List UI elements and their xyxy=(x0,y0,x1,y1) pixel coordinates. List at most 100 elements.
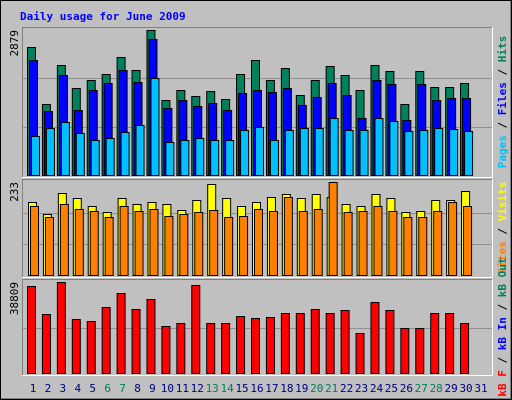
bar xyxy=(403,217,413,276)
bar xyxy=(116,293,126,374)
bar xyxy=(358,211,368,276)
bar xyxy=(254,209,263,276)
bar xyxy=(284,130,294,176)
bar xyxy=(206,323,216,374)
bar xyxy=(445,313,455,374)
bar xyxy=(448,202,458,276)
bar xyxy=(255,127,264,176)
bar xyxy=(268,211,278,276)
bar xyxy=(191,285,201,374)
x-tick-label: 31 xyxy=(474,382,487,395)
bar xyxy=(75,133,85,176)
bar xyxy=(240,130,250,176)
x-tick-label: 4 xyxy=(74,382,81,395)
bar xyxy=(176,323,186,374)
x-tick-label: 1 xyxy=(30,382,37,395)
bar xyxy=(135,125,145,176)
x-tick-label: 25 xyxy=(385,382,398,395)
bar xyxy=(314,128,324,176)
bar xyxy=(385,310,395,374)
bar xyxy=(373,206,383,276)
x-tick-label: 9 xyxy=(149,382,156,395)
legend-item: kB F xyxy=(496,370,509,397)
bar xyxy=(165,142,175,176)
bar xyxy=(449,129,459,176)
bar xyxy=(239,216,249,276)
x-tick-label: 19 xyxy=(295,382,308,395)
x-tick-label: 24 xyxy=(370,382,384,395)
y-tick-label: 233 xyxy=(8,182,21,202)
bar xyxy=(104,217,114,276)
bar xyxy=(434,128,444,176)
legend-item: Files xyxy=(496,82,509,115)
bar xyxy=(179,214,189,276)
bar xyxy=(313,209,323,276)
x-tick-label: 11 xyxy=(176,382,189,395)
x-tick-label: 26 xyxy=(400,382,413,395)
bar xyxy=(355,333,365,374)
bar xyxy=(161,326,171,374)
x-tick-label: 12 xyxy=(191,382,204,395)
bar xyxy=(146,299,156,374)
x-tick-label: 5 xyxy=(89,382,96,395)
x-tick-label: 17 xyxy=(265,382,278,395)
x-tick-label: 13 xyxy=(206,382,219,395)
x-tick-label: 29 xyxy=(445,382,458,395)
bar xyxy=(236,316,246,374)
bar xyxy=(464,131,474,176)
bar xyxy=(283,197,293,276)
y-tick-label: 2879 xyxy=(8,30,21,57)
legend-item: kB In xyxy=(496,317,509,350)
x-tick-label: 18 xyxy=(280,382,293,395)
bar xyxy=(101,307,111,374)
x-tick-label: 16 xyxy=(250,382,263,395)
legend: Sites / Visits xyxy=(496,182,509,275)
x-tick-label: 10 xyxy=(161,382,174,395)
x-tick-label: 8 xyxy=(134,382,141,395)
bar xyxy=(388,211,398,276)
bar xyxy=(370,302,380,374)
legend-item: Hits xyxy=(496,36,509,63)
bar xyxy=(119,206,129,276)
bar xyxy=(180,140,190,176)
chart-title: Daily usage for June 2009 xyxy=(20,10,186,23)
legend-item: Visits xyxy=(496,182,509,222)
bar xyxy=(295,313,305,374)
x-tick-label: 14 xyxy=(221,382,235,395)
bar xyxy=(298,211,308,276)
x-tick-label: 7 xyxy=(119,382,126,395)
bar xyxy=(59,204,69,276)
bar xyxy=(149,209,159,276)
bar xyxy=(460,323,470,374)
bar xyxy=(105,138,115,176)
bar xyxy=(45,128,55,176)
legend-separator: / xyxy=(496,115,509,135)
bar xyxy=(221,323,231,374)
x-tick-label: 15 xyxy=(235,382,248,395)
bar xyxy=(150,78,160,176)
bar xyxy=(325,313,335,374)
bar xyxy=(433,211,443,276)
bar xyxy=(194,212,204,276)
bar xyxy=(404,131,414,176)
bar xyxy=(131,309,141,374)
bar xyxy=(31,136,40,176)
legend-separator: / xyxy=(496,62,509,82)
legend-item: kB Out xyxy=(496,257,509,297)
bar xyxy=(280,313,290,374)
bar xyxy=(224,217,234,276)
x-tick-label: 20 xyxy=(310,382,323,395)
bar xyxy=(27,286,36,374)
bar xyxy=(89,211,99,276)
bar xyxy=(134,211,144,276)
bar xyxy=(86,321,96,374)
x-tick-label: 6 xyxy=(104,382,111,395)
bar xyxy=(374,118,384,176)
legend: kB F / kB In / kB Out xyxy=(496,257,509,396)
bar xyxy=(209,210,219,276)
bar xyxy=(44,217,54,276)
bar xyxy=(265,317,275,374)
x-tick-label: 28 xyxy=(430,382,443,395)
x-tick-label: 3 xyxy=(60,382,67,395)
